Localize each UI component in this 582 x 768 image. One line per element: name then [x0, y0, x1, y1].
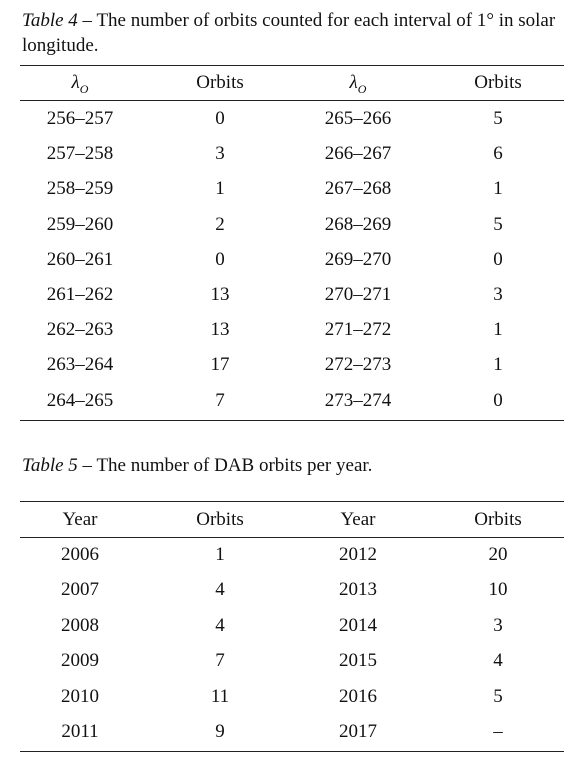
table-cell: 7: [215, 389, 225, 411]
rule: [20, 501, 564, 502]
table-cell: 7: [215, 650, 225, 672]
table-cell: 271–272: [324, 319, 392, 341]
table-cell: 2006: [61, 544, 99, 565]
header-cell: Orbits: [150, 509, 290, 531]
rule: [20, 537, 564, 538]
table-cell: 11: [210, 685, 230, 707]
table-cell: 266–267: [324, 143, 392, 165]
header-symbol: λ: [71, 72, 80, 93]
table-cell: 2007: [61, 579, 99, 601]
header-cell: Year: [10, 509, 150, 531]
table-cell: 265–266: [324, 108, 392, 129]
table-cell: 4: [493, 650, 503, 672]
header-text: Orbits: [474, 509, 522, 530]
table-cell: 1: [493, 319, 503, 341]
table-cell: 256–257: [46, 108, 114, 129]
table-cell: 4: [215, 579, 225, 601]
table-cell: 270–271: [324, 284, 392, 305]
table-cell: 267–268: [324, 178, 392, 200]
table-cell: 1: [215, 178, 225, 200]
table-cell: –: [493, 721, 503, 742]
table-cell: 257–258: [46, 143, 114, 165]
table-cell: 2015: [339, 650, 377, 672]
table-cell: 258–259: [46, 178, 114, 200]
table-cell: 3: [215, 143, 225, 165]
table-cell: 0: [493, 248, 503, 270]
table-caption: Table 5 – The number of DAB orbits per y…: [22, 453, 562, 478]
rule: [20, 751, 564, 752]
table-cell: 259–260: [46, 213, 114, 235]
header-text: Year: [62, 509, 98, 530]
header-text: Orbits: [196, 509, 244, 530]
table-cell: 2009: [61, 650, 99, 672]
table-cell: 272–273: [324, 354, 392, 376]
table-cell: 263–264: [46, 354, 114, 376]
table-cell: 3: [493, 614, 503, 636]
table-cell: 13: [210, 284, 230, 305]
header-cell: Orbits: [150, 72, 290, 94]
table-cell: 4: [215, 614, 225, 636]
table-cell: 1: [493, 354, 503, 376]
table-cell: 17: [210, 354, 230, 376]
table-caption: Table 4 – The number of orbits counted f…: [22, 8, 562, 58]
header-text: Orbits: [196, 72, 244, 93]
table-cell: 6: [493, 143, 503, 165]
caption-label: Table 5: [22, 455, 78, 476]
table-cell: 2013: [339, 579, 377, 601]
table-cell: 2008: [61, 614, 99, 636]
header-subscript: O: [79, 81, 89, 96]
table-cell: 261–262: [46, 284, 114, 305]
rule: [20, 419, 564, 421]
table-cell: 1: [215, 544, 225, 565]
table-cell: 260–261: [46, 248, 114, 270]
header-cell: λO: [10, 72, 150, 100]
header-cell: Year: [288, 509, 428, 531]
table-cell: 0: [215, 248, 225, 270]
table-cell: 5: [493, 685, 503, 707]
table-cell: 2017: [339, 721, 377, 742]
rule: [20, 65, 564, 66]
table-cell: 2014: [339, 614, 377, 636]
table-cell: 20: [488, 544, 508, 565]
table-cell: 269–270: [324, 248, 392, 270]
table-cell: 1: [493, 178, 503, 200]
table-cell: 273–274: [324, 389, 392, 411]
table-cell: 9: [215, 721, 225, 742]
table-cell: 13: [210, 319, 230, 341]
table-cell: 0: [215, 108, 225, 129]
header-text: Orbits: [474, 72, 522, 93]
table-cell: 268–269: [324, 213, 392, 235]
table-cell: 2011: [61, 721, 99, 742]
table-cell: 5: [493, 108, 503, 129]
header-text: Year: [340, 509, 376, 530]
header-cell: Orbits: [428, 72, 568, 94]
table-cell: 264–265: [46, 389, 114, 411]
table-cell: 2012: [339, 544, 377, 565]
table-cell: 262–263: [46, 319, 114, 341]
table-cell: 3: [493, 284, 503, 305]
caption-text: – The number of orbits counted for each …: [22, 10, 556, 56]
table-cell: 2010: [61, 685, 99, 707]
table-cell: 10: [488, 579, 508, 601]
table-cell: 5: [493, 213, 503, 235]
header-cell: λO: [288, 72, 428, 100]
header-cell: Orbits: [428, 509, 568, 531]
caption-label: Table 4: [22, 10, 78, 31]
rule: [20, 100, 564, 101]
table-cell: 2016: [339, 685, 377, 707]
header-subscript: O: [357, 81, 367, 96]
header-symbol: λ: [349, 72, 358, 93]
table-cell: 0: [493, 389, 503, 411]
table-cell: 2: [215, 213, 225, 235]
caption-text: – The number of DAB orbits per year.: [77, 455, 373, 476]
